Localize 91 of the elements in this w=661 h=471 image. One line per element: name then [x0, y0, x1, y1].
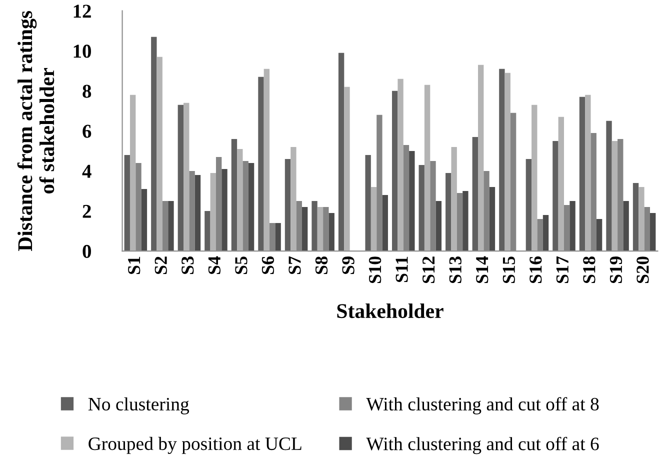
bar [275, 223, 281, 252]
bar [552, 140, 558, 252]
bar [451, 146, 457, 252]
x-tick-label: S18 [583, 256, 596, 284]
legend-label: Grouped by position at UCL [88, 436, 302, 454]
x-tick-label: S8 [315, 256, 328, 274]
bar [489, 186, 496, 252]
legend-label: With clustering and cut off at 6 [366, 436, 599, 454]
bar [418, 164, 424, 252]
x-tick-label: S5 [235, 256, 248, 274]
bar [130, 94, 136, 252]
x-tick-label: S16 [530, 256, 542, 284]
x-tick-label: S12 [422, 256, 435, 284]
x-tick-label: S10 [368, 256, 382, 284]
bar [570, 201, 576, 252]
bar [462, 190, 468, 252]
bar [284, 158, 291, 252]
bar [606, 120, 612, 252]
legend-label: No clustering [88, 397, 190, 414]
bar [623, 201, 629, 252]
bar [338, 52, 344, 252]
bar [472, 136, 478, 252]
x-tick-label: S3 [182, 256, 194, 274]
x-tick-label: S11 [396, 256, 408, 282]
x-tick-label: S1 [128, 256, 140, 274]
x-tick-label: S9 [342, 256, 354, 274]
bar [151, 36, 157, 252]
bar [264, 68, 270, 252]
bar [558, 116, 564, 252]
bar [178, 104, 184, 252]
y-tick-label: 8 [82, 84, 92, 98]
bar [542, 215, 549, 252]
bar [532, 104, 538, 252]
bar [194, 174, 201, 252]
x-tick-label: S4 [208, 256, 220, 274]
legend-label: With clustering and cut off at 8 [366, 397, 599, 414]
bar [156, 56, 162, 252]
x-tick-label: S14 [476, 256, 488, 284]
x-tick-label: S20 [636, 256, 649, 284]
x-tick-label: S19 [610, 256, 622, 284]
bar [424, 84, 430, 252]
bar [579, 96, 586, 252]
x-tick-label: S13 [449, 256, 462, 284]
bar [124, 154, 130, 252]
x-tick-label: S7 [288, 256, 301, 274]
bar [478, 64, 484, 252]
y-axis-title: Distance from actal ratings of stakeholder [17, 11, 54, 252]
bar [612, 140, 618, 252]
y-tick-label: 10 [74, 44, 91, 58]
bar [632, 182, 639, 252]
y-tick-label: 2 [82, 204, 91, 218]
bar [328, 213, 334, 252]
bar [436, 201, 442, 252]
bar [392, 90, 398, 252]
bar [650, 213, 656, 252]
x-tick-label: S15 [502, 256, 515, 284]
bar [365, 154, 371, 252]
bar [237, 148, 243, 252]
bar [184, 102, 190, 252]
x-tick-label: S6 [262, 256, 274, 274]
bar [585, 94, 591, 252]
bar [312, 201, 318, 252]
bar [231, 138, 238, 252]
bar [382, 194, 388, 252]
bar [596, 219, 602, 252]
bar [446, 172, 452, 252]
bar [222, 168, 228, 252]
x-axis-title: Stakeholder [337, 303, 444, 318]
x-tick-label: S17 [556, 256, 569, 284]
bar [409, 150, 415, 252]
bar [526, 158, 532, 252]
bar [290, 146, 296, 252]
y-tick-label: 0 [82, 244, 91, 258]
bar [344, 86, 350, 252]
bar [248, 162, 254, 252]
x-tick-label: S2 [154, 256, 167, 274]
bar [258, 76, 264, 252]
y-tick-label: 6 [82, 124, 92, 138]
bar [317, 207, 324, 252]
bar [504, 72, 510, 252]
y-tick-label: 4 [82, 164, 92, 178]
bar [499, 68, 505, 252]
bar [398, 78, 404, 252]
bar [210, 172, 216, 252]
bar [204, 211, 210, 252]
bar [141, 188, 148, 252]
bar [370, 186, 377, 252]
bar [168, 201, 174, 252]
bar [638, 186, 644, 252]
y-tick-label: 12 [74, 4, 91, 18]
bar [302, 207, 308, 252]
